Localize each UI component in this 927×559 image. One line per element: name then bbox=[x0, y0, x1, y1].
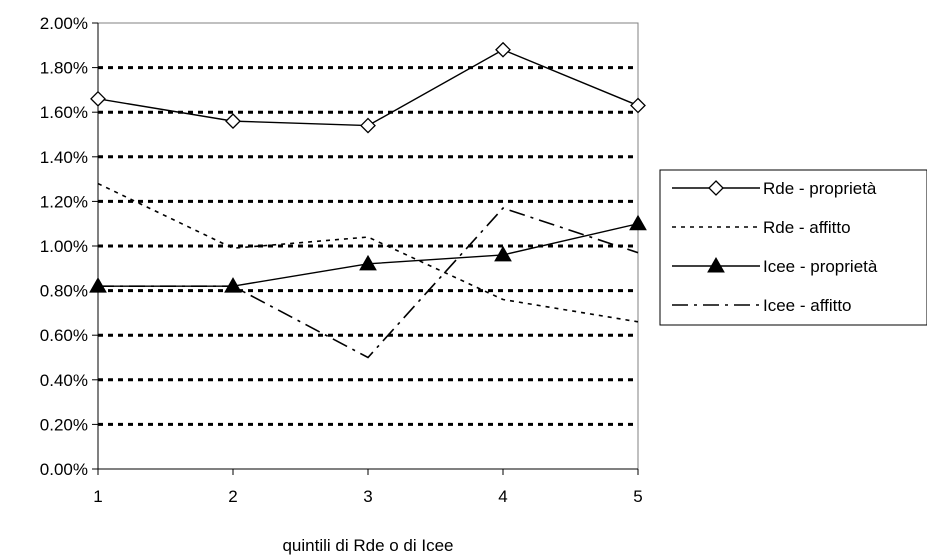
y-tick-label: 0.80% bbox=[40, 282, 88, 301]
legend-label: Rde - affitto bbox=[763, 218, 851, 237]
x-axis-label: quintili di Rde o di Icee bbox=[282, 536, 453, 555]
y-tick-label: 0.00% bbox=[40, 460, 88, 479]
legend: Rde - proprietà Rde - affitto Icee - propr… bbox=[659, 169, 927, 326]
marker-diamond bbox=[630, 97, 646, 114]
marker-diamond bbox=[90, 90, 106, 107]
marker-triangle bbox=[494, 245, 512, 262]
x-tick-label: 2 bbox=[228, 487, 237, 506]
series-line bbox=[98, 207, 639, 359]
marker-triangle-legend bbox=[707, 256, 725, 273]
y-tick-label: 0.40% bbox=[40, 371, 88, 390]
y-tick-label: 0.60% bbox=[40, 326, 88, 345]
y-tick-label: 2.00% bbox=[40, 14, 88, 33]
series-4 bbox=[98, 207, 639, 359]
marker-diamond bbox=[495, 41, 511, 58]
legend-label: Rde - proprietà bbox=[763, 179, 877, 198]
marker-triangle bbox=[89, 277, 107, 293]
x-tick-label: 3 bbox=[363, 487, 372, 506]
marker-triangle bbox=[629, 214, 647, 231]
x-axis-ticks: 1 2 3 4 5 bbox=[93, 469, 643, 506]
legend-label: Icee - proprietà bbox=[763, 257, 878, 276]
marker-triangle bbox=[359, 254, 377, 271]
x-tick-label: 5 bbox=[633, 487, 642, 506]
series-3 bbox=[89, 214, 647, 293]
series-1 bbox=[90, 41, 646, 134]
series-lines bbox=[89, 41, 647, 359]
legend-box bbox=[659, 169, 927, 326]
y-tick-label: 1.60% bbox=[40, 103, 88, 122]
y-tick-label: 1.00% bbox=[40, 237, 88, 256]
marker-diamond bbox=[225, 113, 241, 130]
y-tick-label: 0.20% bbox=[40, 415, 88, 434]
series-line bbox=[97, 182, 639, 323]
y-tick-label: 1.80% bbox=[40, 59, 88, 78]
x-tick-label: 4 bbox=[498, 487, 507, 506]
legend-label: Icee - affitto bbox=[763, 296, 852, 315]
marker-diamond bbox=[360, 117, 376, 134]
series-2 bbox=[97, 182, 639, 323]
marker-diamond-legend bbox=[708, 180, 724, 196]
y-tick-label: 1.40% bbox=[40, 148, 88, 167]
y-tick-label: 1.20% bbox=[40, 192, 88, 211]
y-axis-ticks: 0.00% 0.20% 0.40% 0.60% 0.80% 1.00% 1.20% 1.40%… bbox=[40, 14, 98, 479]
x-tick-label: 1 bbox=[93, 487, 102, 506]
